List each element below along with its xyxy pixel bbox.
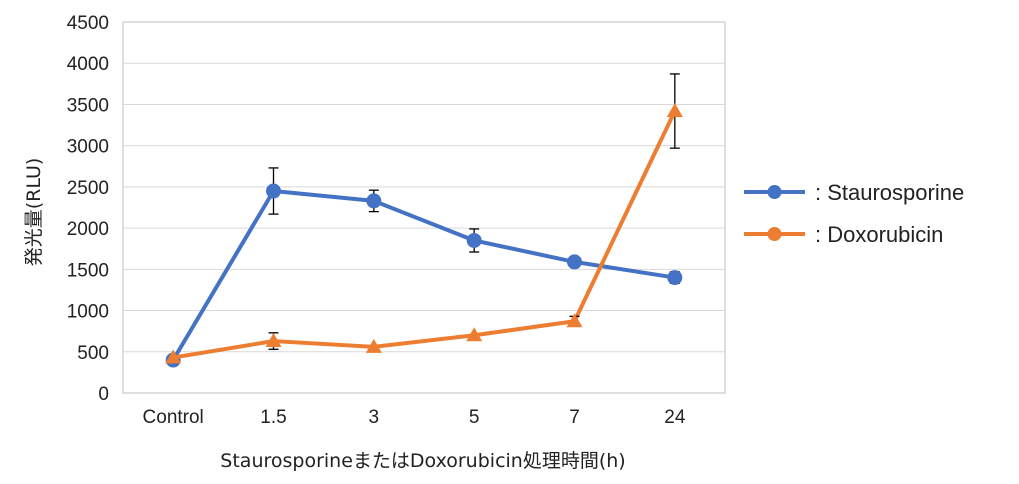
plot-frame bbox=[122, 21, 726, 394]
gridlines bbox=[123, 62, 725, 353]
y-axis-ticks: 0 500 1000 1500 2000 2500 3000 3500 4000 4500 bbox=[67, 13, 109, 405]
x-tick-label: 1.5 bbox=[260, 407, 286, 428]
data-point bbox=[266, 183, 281, 199]
data-point bbox=[466, 232, 482, 248]
y-tick-label: 3500 bbox=[67, 95, 109, 116]
series-staurosporine bbox=[165, 167, 683, 368]
data-point bbox=[366, 193, 382, 209]
x-axis-title: StaurosporineまたはDoxorubicin処理時間(h) bbox=[220, 450, 625, 472]
x-tick-label: Control bbox=[143, 407, 204, 428]
data-point bbox=[566, 313, 583, 328]
plot-area bbox=[122, 21, 726, 394]
y-tick-label: 3000 bbox=[67, 137, 109, 158]
data-point bbox=[567, 254, 582, 270]
data-point bbox=[165, 349, 182, 364]
y-tick-label: 4500 bbox=[67, 13, 109, 34]
y-tick-label: 0 bbox=[98, 384, 109, 405]
legend-swatch-marker bbox=[767, 227, 782, 241]
data-point bbox=[666, 103, 683, 118]
legend-item: : Doxorubicin bbox=[744, 222, 943, 247]
series-layer bbox=[165, 73, 683, 368]
series-line bbox=[171, 189, 676, 362]
x-tick-label: 24 bbox=[664, 407, 686, 428]
data-point bbox=[365, 338, 382, 353]
x-tick-label: 7 bbox=[569, 407, 580, 428]
y-axis-title: 発光量(RLU) bbox=[23, 158, 45, 267]
series-doxorubicin bbox=[165, 73, 683, 364]
data-point bbox=[466, 327, 483, 342]
legend-swatch-marker bbox=[767, 185, 782, 199]
data-point bbox=[667, 270, 683, 286]
y-tick-label: 2000 bbox=[67, 219, 109, 240]
series-line bbox=[172, 110, 677, 360]
x-tick-label: 5 bbox=[469, 407, 480, 428]
data-point bbox=[265, 333, 282, 348]
legend-item: : Staurosporine bbox=[744, 180, 964, 205]
legend-label: : Doxorubicin bbox=[815, 222, 943, 247]
y-tick-label: 1000 bbox=[67, 302, 109, 323]
x-tick-label: 3 bbox=[369, 407, 380, 428]
legend-label: : Staurosporine bbox=[815, 180, 964, 205]
y-tick-label: 4000 bbox=[67, 54, 109, 75]
y-tick-label: 500 bbox=[77, 343, 109, 364]
y-tick-label: 2500 bbox=[67, 178, 109, 199]
y-tick-label: 1500 bbox=[67, 260, 109, 281]
x-axis-ticks: Control 1.5 3 5 7 24 bbox=[143, 407, 686, 428]
legend: : Staurosporine : Doxorubicin bbox=[744, 180, 964, 247]
